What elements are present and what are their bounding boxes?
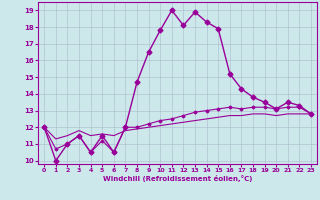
X-axis label: Windchill (Refroidissement éolien,°C): Windchill (Refroidissement éolien,°C) [103, 175, 252, 182]
